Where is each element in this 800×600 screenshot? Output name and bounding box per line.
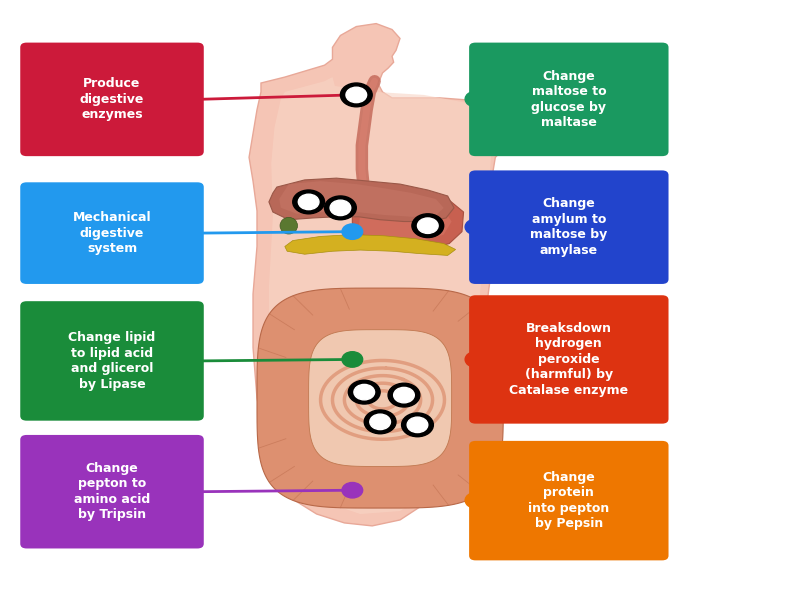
Text: Change lipid
to lipid acid
and glicerol
by Lipase: Change lipid to lipid acid and glicerol … bbox=[68, 331, 156, 391]
Polygon shape bbox=[309, 330, 452, 466]
Circle shape bbox=[465, 352, 486, 367]
Circle shape bbox=[354, 385, 374, 400]
Text: Change
amylum to
maltose by
amylase: Change amylum to maltose by amylase bbox=[530, 197, 607, 257]
Circle shape bbox=[342, 224, 362, 239]
Circle shape bbox=[342, 482, 362, 498]
FancyBboxPatch shape bbox=[20, 43, 204, 156]
Circle shape bbox=[412, 214, 444, 238]
Text: Change
maltose to
glucose by
maltase: Change maltose to glucose by maltase bbox=[531, 70, 606, 129]
Circle shape bbox=[293, 190, 325, 214]
Polygon shape bbox=[352, 190, 463, 251]
Text: Change
pepton to
amino acid
by Tripsin: Change pepton to amino acid by Tripsin bbox=[74, 462, 150, 521]
Circle shape bbox=[465, 219, 486, 235]
Text: Produce
digestive
enzymes: Produce digestive enzymes bbox=[80, 77, 144, 121]
Circle shape bbox=[402, 413, 434, 437]
FancyBboxPatch shape bbox=[20, 435, 204, 548]
Circle shape bbox=[342, 87, 362, 103]
Circle shape bbox=[394, 388, 414, 403]
Circle shape bbox=[330, 200, 350, 215]
Polygon shape bbox=[269, 77, 491, 514]
Polygon shape bbox=[279, 181, 444, 217]
Circle shape bbox=[370, 414, 390, 430]
Circle shape bbox=[348, 380, 380, 404]
Circle shape bbox=[346, 87, 366, 103]
Circle shape bbox=[342, 352, 362, 367]
Text: Breaksdown
hydrogen
peroxide
(harmful) by
Catalase enzyme: Breaksdown hydrogen peroxide (harmful) b… bbox=[510, 322, 628, 397]
Circle shape bbox=[465, 493, 486, 508]
Polygon shape bbox=[257, 288, 503, 508]
Polygon shape bbox=[269, 178, 454, 221]
Circle shape bbox=[325, 196, 356, 220]
Circle shape bbox=[298, 194, 319, 209]
Circle shape bbox=[341, 83, 372, 107]
FancyBboxPatch shape bbox=[469, 43, 669, 156]
Circle shape bbox=[407, 417, 428, 433]
Text: Mechanical
digestive
system: Mechanical digestive system bbox=[73, 211, 151, 255]
FancyBboxPatch shape bbox=[469, 441, 669, 560]
FancyBboxPatch shape bbox=[469, 295, 669, 424]
Circle shape bbox=[364, 410, 396, 434]
Polygon shape bbox=[249, 23, 511, 526]
FancyBboxPatch shape bbox=[20, 182, 204, 284]
FancyBboxPatch shape bbox=[20, 301, 204, 421]
FancyBboxPatch shape bbox=[469, 170, 669, 284]
Polygon shape bbox=[285, 235, 456, 256]
Circle shape bbox=[388, 383, 420, 407]
Ellipse shape bbox=[280, 217, 298, 234]
Circle shape bbox=[418, 218, 438, 233]
Polygon shape bbox=[358, 198, 452, 242]
Text: Change
protein
into pepton
by Pepsin: Change protein into pepton by Pepsin bbox=[528, 471, 610, 530]
Circle shape bbox=[465, 91, 486, 107]
